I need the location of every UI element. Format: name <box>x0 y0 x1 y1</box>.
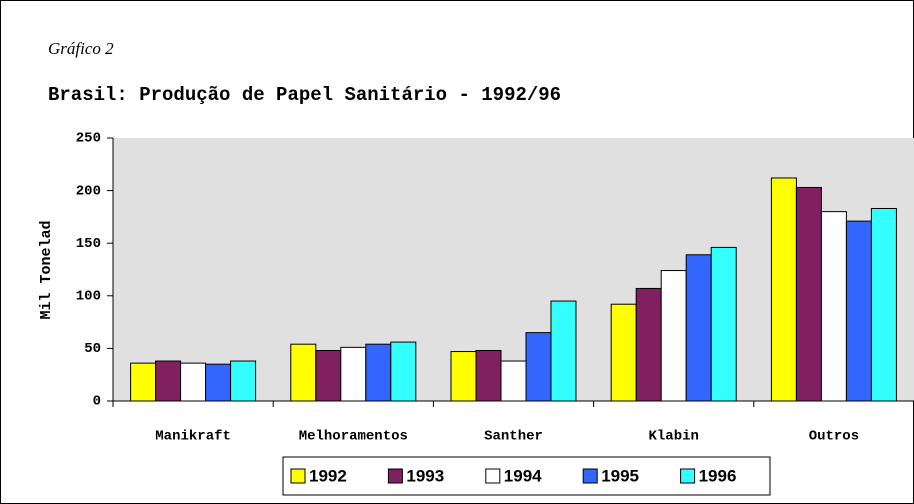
bar <box>635 287 662 402</box>
y-axis-label: Mil Tonelad <box>38 220 55 319</box>
x-tick-label: Santher <box>484 429 543 445</box>
y-tick-label: 150 <box>76 236 101 252</box>
bar <box>155 360 182 402</box>
legend-swatch <box>680 468 696 484</box>
legend-swatch <box>485 468 501 484</box>
bar <box>660 270 687 402</box>
y-tick-label: 250 <box>76 131 101 147</box>
legend-swatch <box>582 468 598 484</box>
x-tick-label: Manikraft <box>155 429 231 445</box>
bar <box>710 246 737 402</box>
bar <box>525 332 552 402</box>
bar <box>365 343 392 402</box>
x-tick-label: Outros <box>809 429 859 445</box>
bar <box>130 362 157 402</box>
y-tick-label: 200 <box>76 183 101 199</box>
bar <box>500 360 527 402</box>
legend-swatch <box>290 468 306 484</box>
bar <box>290 343 317 402</box>
legend-label: 1993 <box>406 466 444 485</box>
bar <box>340 346 367 402</box>
bar <box>685 254 712 402</box>
legend-swatch <box>387 468 403 484</box>
legend-label: 1994 <box>504 466 542 485</box>
bar <box>820 211 847 402</box>
bar <box>610 303 637 402</box>
bar <box>870 207 897 402</box>
y-tick-label: 0 <box>93 394 101 410</box>
bar <box>180 362 207 402</box>
x-tick-label: Klabin <box>648 429 698 445</box>
y-tick-label: 50 <box>84 341 101 357</box>
bar <box>390 341 417 402</box>
legend-label: 1995 <box>601 466 639 485</box>
bar <box>205 363 232 402</box>
bar <box>845 220 872 402</box>
legend-label: 1992 <box>309 466 347 485</box>
chart-title: Brasil: Produção de Papel Sanitário - 19… <box>48 84 561 106</box>
legend-label: 1996 <box>699 466 737 485</box>
x-tick-label: Melhoramentos <box>299 429 408 445</box>
bar <box>770 177 797 402</box>
bar <box>475 350 502 402</box>
bar <box>315 350 342 402</box>
y-tick-label: 100 <box>76 289 101 305</box>
bar <box>230 360 257 402</box>
bar <box>795 186 822 402</box>
bar <box>450 351 477 402</box>
bar <box>550 300 577 402</box>
chart-caption: Gráfico 2 <box>48 39 114 58</box>
